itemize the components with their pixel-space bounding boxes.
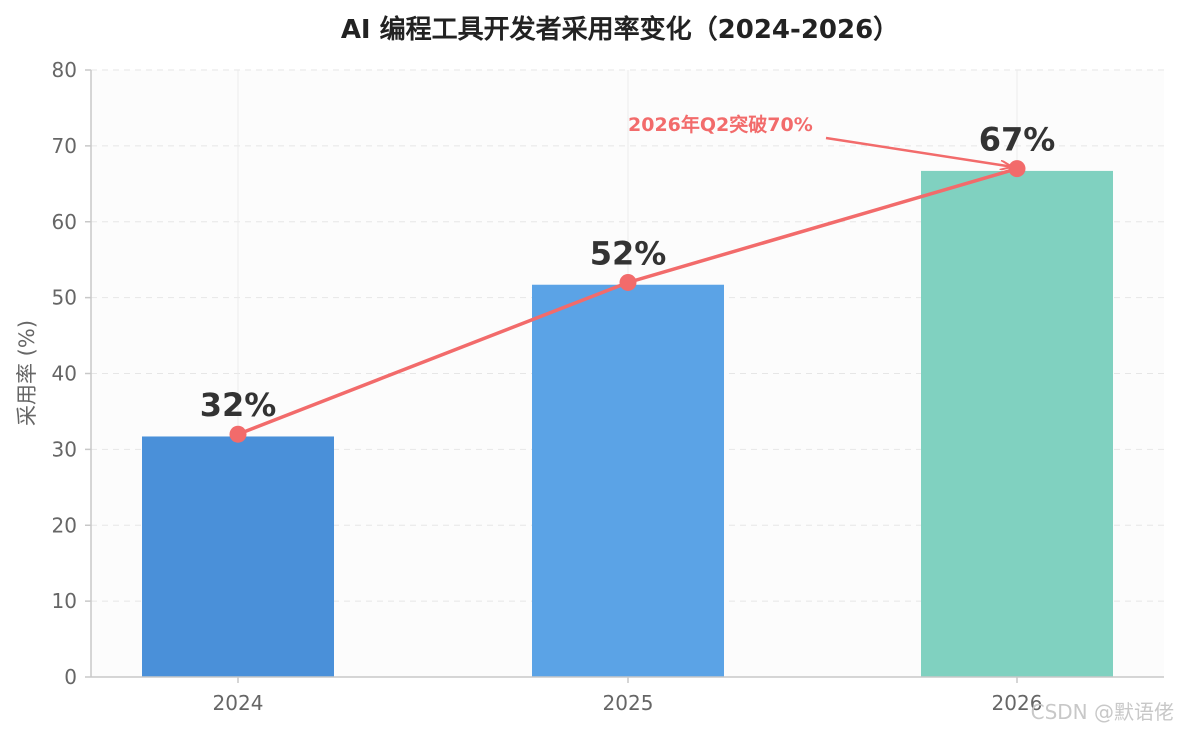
y-tick-label: 10 bbox=[52, 589, 77, 613]
annotation-text: 2026年Q2突破70% bbox=[628, 113, 813, 136]
x-tick-label: 2026 bbox=[992, 691, 1043, 715]
x-tick-label: 2024 bbox=[213, 691, 264, 715]
y-tick-label: 70 bbox=[52, 134, 77, 158]
trend-line bbox=[229, 160, 1026, 443]
trend-point-2025 bbox=[619, 273, 637, 291]
watermark: CSDN @默语佬 bbox=[1031, 700, 1174, 724]
annotation-arrow bbox=[825, 136, 1011, 167]
y-tick-label: 50 bbox=[52, 286, 77, 310]
y-tick-label: 80 bbox=[52, 58, 77, 82]
y-axis-ticks: 0 10 20 30 40 50 60 70 80 bbox=[52, 58, 91, 689]
chart-title: AI 编程工具开发者采用率变化（2024-2026） bbox=[341, 14, 899, 45]
y-tick-label: 30 bbox=[52, 437, 77, 461]
x-axis-ticks: 2024 2025 2026 bbox=[213, 677, 1043, 715]
data-labels: 32% 52% 67% bbox=[200, 121, 1056, 425]
y-axis-label: 采用率 (%) bbox=[15, 320, 39, 426]
bar-2026 bbox=[921, 170, 1113, 677]
y-tick-label: 0 bbox=[64, 665, 77, 689]
x-tick-label: 2025 bbox=[603, 691, 654, 715]
trend-point-2026 bbox=[1008, 160, 1026, 178]
trend-point-2024 bbox=[229, 425, 247, 443]
y-tick-label: 60 bbox=[52, 210, 77, 234]
y-tick-label: 40 bbox=[52, 362, 77, 386]
data-label-2025: 52% bbox=[590, 234, 667, 272]
bars bbox=[142, 170, 1113, 677]
annotation: 2026年Q2突破70% bbox=[628, 113, 1011, 167]
y-tick-label: 20 bbox=[52, 513, 77, 537]
bar-2024 bbox=[142, 436, 334, 677]
bar-2025 bbox=[532, 284, 724, 677]
data-label-2024: 32% bbox=[200, 386, 277, 424]
data-label-2026: 67% bbox=[979, 121, 1056, 159]
